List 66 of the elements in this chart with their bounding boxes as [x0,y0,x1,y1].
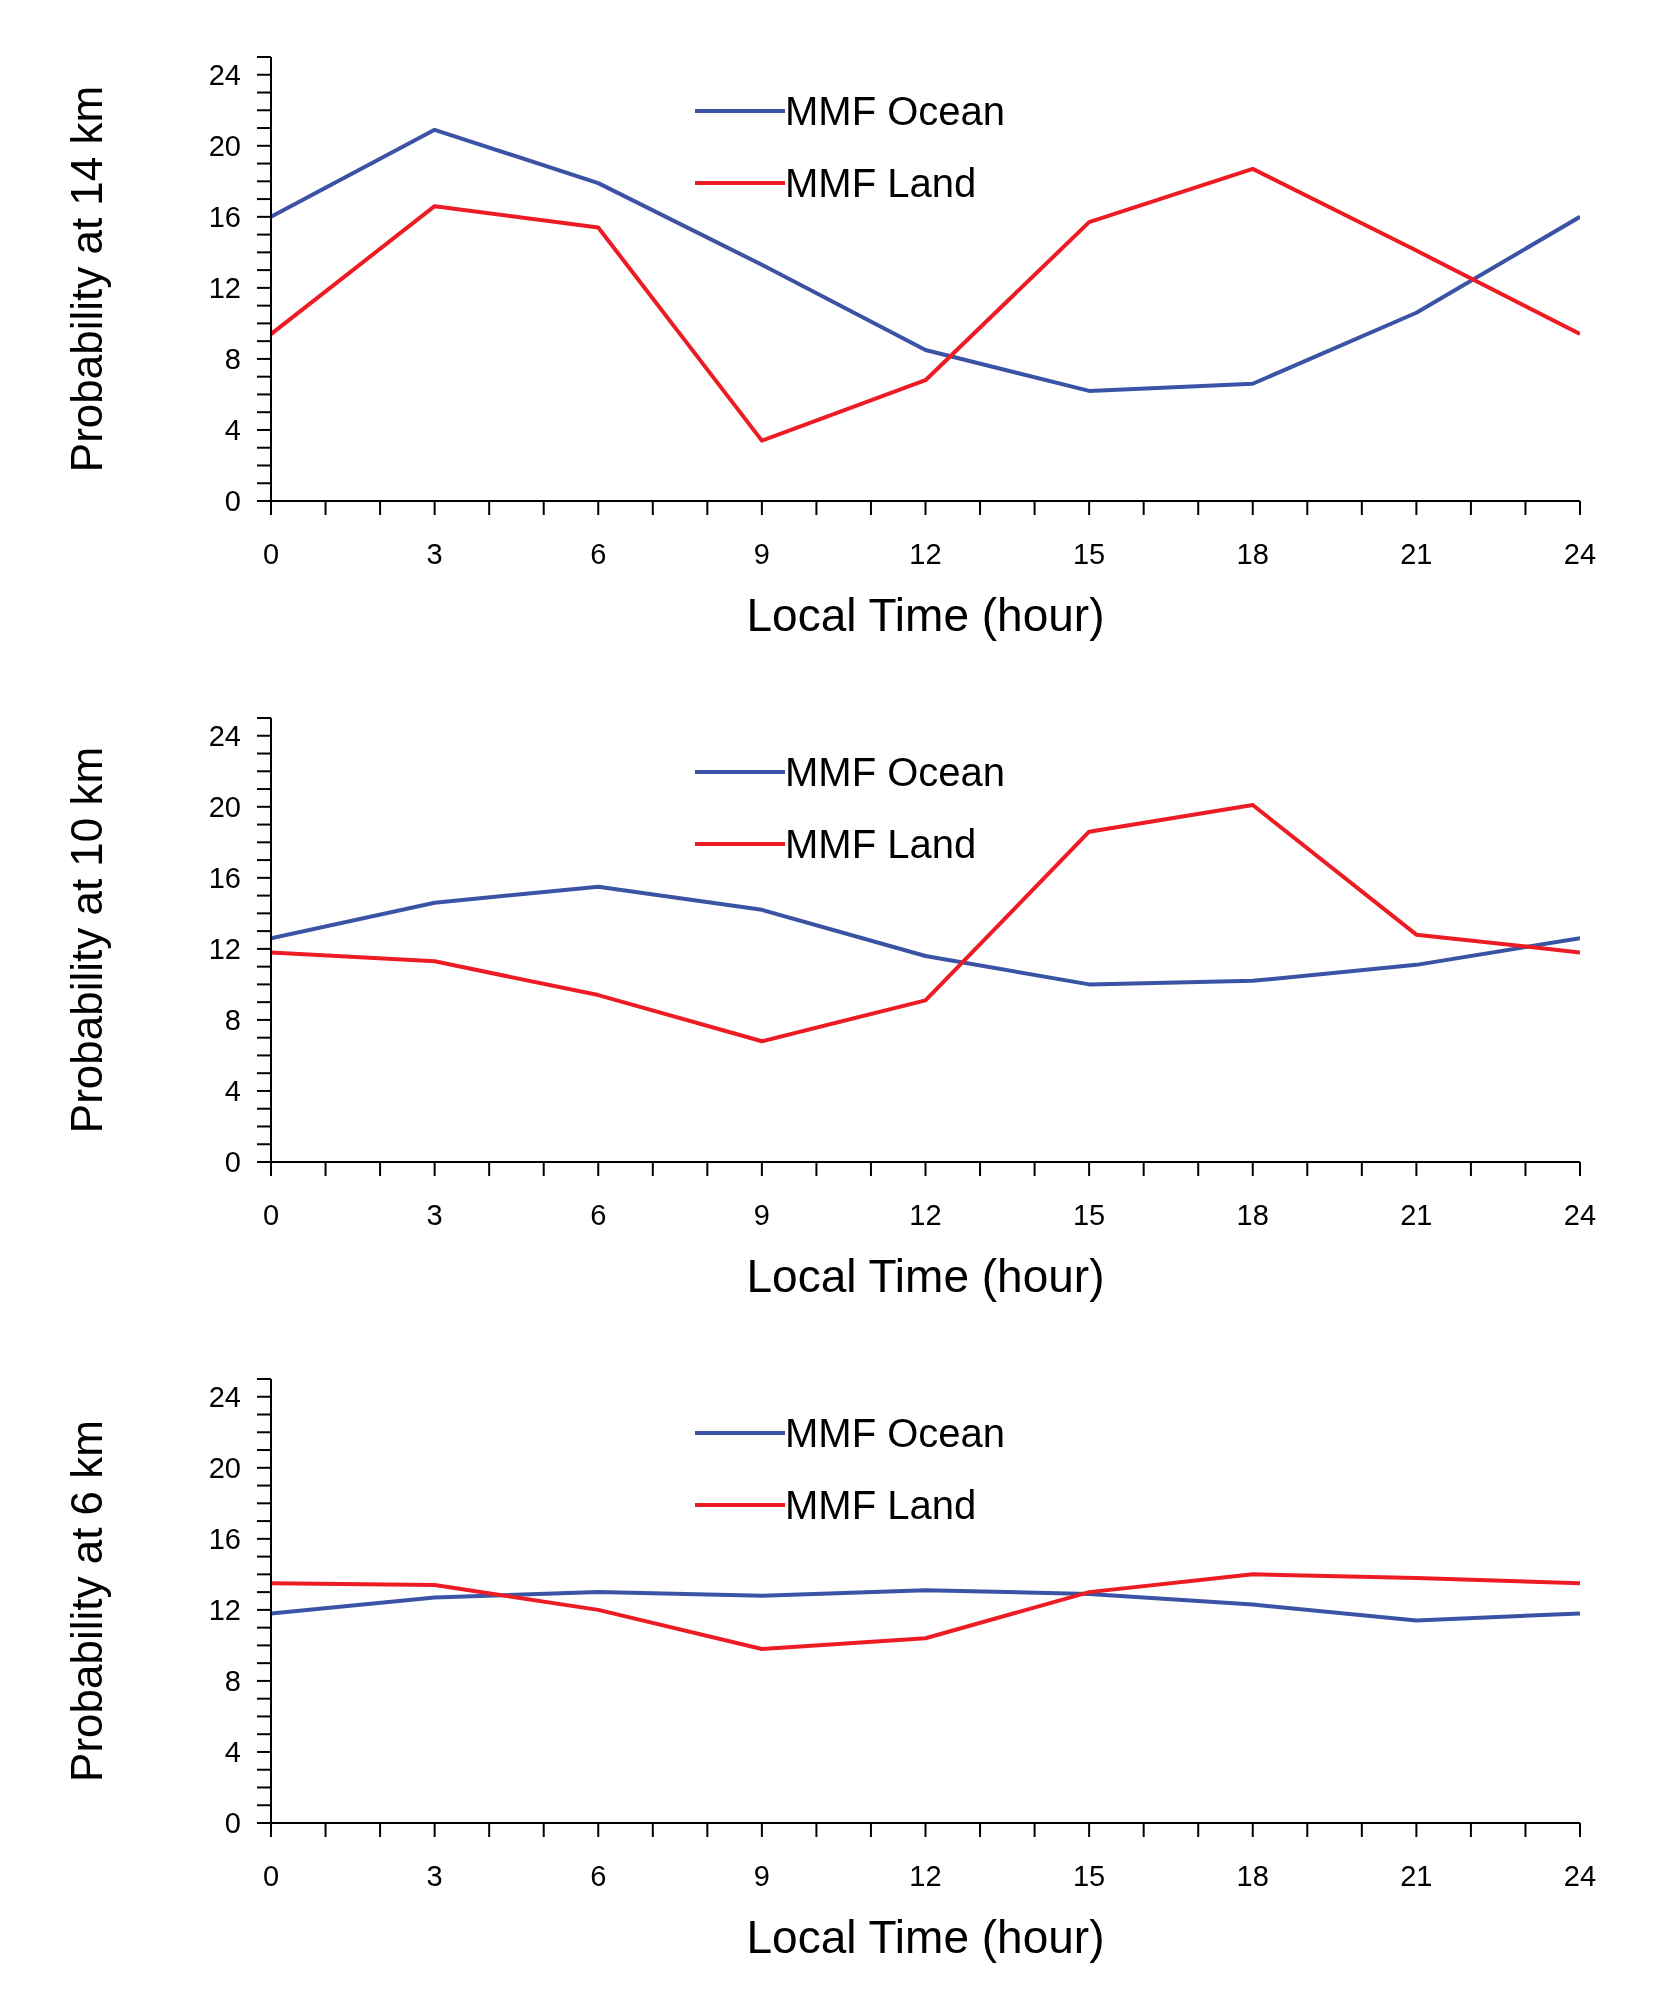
line-series [271,884,1580,987]
x-tick-label: 0 [262,1198,280,1231]
y-tick-label: 8 [224,1004,241,1037]
x-tick-label: 9 [753,537,770,570]
line-series [271,166,1580,443]
x-axis-title: Local Time (hour) [746,1911,1105,1963]
x-axis-title: Local Time (hour) [746,1250,1105,1302]
y-tick-label: 4 [224,1736,241,1769]
x-tick-label: 12 [909,1198,942,1231]
x-tick-label: 21 [1400,1859,1433,1892]
y-tick-label: 12 [208,933,241,966]
y-axis-title: Probability at 14 km [61,85,111,473]
legend-label: MMF Land [785,1482,977,1528]
y-tick-label: 8 [224,343,241,376]
x-tick-label: 18 [1236,1198,1269,1231]
x-tick-label: 6 [590,1859,607,1892]
y-tick-label: 12 [208,272,241,305]
y-tick-label: 0 [224,1146,241,1179]
y-tick-label: 16 [208,862,241,895]
x-tick-label: 12 [909,537,942,570]
x-tick-label: 24 [1563,1859,1597,1892]
x-tick-label: 3 [426,1198,443,1231]
y-tick-label: 20 [208,1452,241,1485]
y-tick-label: 16 [208,201,241,234]
y-tick-label: 20 [208,130,241,163]
y-axis-title: Probability at 10 km [61,746,111,1134]
y-tick-label: 4 [224,414,241,447]
y-tick-label: 0 [224,485,241,518]
legend-label: MMF Land [785,821,977,867]
x-tick-label: 24 [1563,537,1597,570]
x-tick-label: 24 [1563,1198,1597,1231]
x-tick-label: 3 [426,1859,443,1892]
x-tick-label: 18 [1236,1859,1269,1892]
legend-label: MMF Land [785,160,977,206]
legend-label: MMF Ocean [785,88,1006,134]
y-tick-label: 4 [224,1075,241,1108]
y-tick-label: 16 [208,1523,241,1556]
legend-label: MMF Ocean [785,749,1006,795]
y-tick-label: 24 [208,59,241,92]
x-tick-label: 15 [1072,537,1106,570]
line-series [271,1588,1580,1623]
x-tick-label: 15 [1072,1859,1106,1892]
x-tick-label: 18 [1236,537,1269,570]
x-tick-label: 21 [1400,537,1433,570]
y-tick-label: 12 [208,1594,241,1627]
y-tick-label: 24 [208,1381,241,1414]
x-tick-label: 9 [753,1198,770,1231]
x-tick-label: 0 [262,1859,280,1892]
x-tick-label: 9 [753,1859,770,1892]
x-tick-label: 6 [590,537,607,570]
x-tick-label: 12 [909,1859,942,1892]
x-axis-title: Local Time (hour) [746,589,1105,641]
y-tick-label: 20 [208,791,241,824]
y-tick-label: 8 [224,1665,241,1698]
line-series [271,1572,1580,1651]
x-tick-label: 15 [1072,1198,1106,1231]
x-tick-label: 21 [1400,1198,1433,1231]
x-tick-label: 0 [262,537,280,570]
x-tick-label: 6 [590,1198,607,1231]
y-tick-label: 24 [208,720,241,753]
line-series [271,127,1580,393]
legend-label: MMF Ocean [785,1410,1006,1456]
line-series [271,803,1580,1044]
y-tick-label: 0 [224,1807,241,1840]
y-axis-title: Probability at 6 km [61,1420,111,1782]
x-tick-label: 3 [426,537,443,570]
